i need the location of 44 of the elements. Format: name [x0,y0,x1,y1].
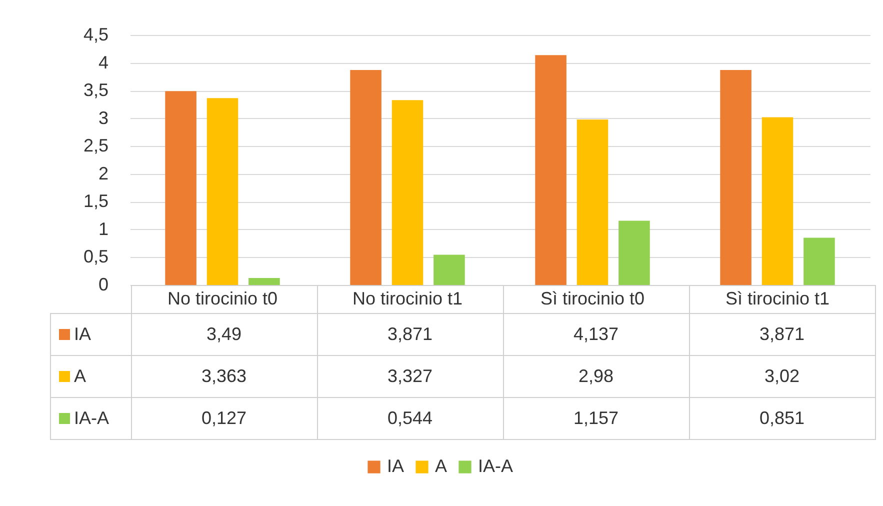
text: 0 [98,274,108,294]
bar [804,238,835,285]
y-tick-label: 2,5 [83,136,108,156]
y-tick-label: 1,5 [83,191,108,212]
bar [434,254,465,285]
text: A [435,456,448,476]
y-tick-label: 3 [98,108,108,128]
bar [576,119,608,285]
legend-label: IA-A [478,456,514,476]
bar [392,100,424,285]
x-tick-label: No tirocinio t1 [352,288,463,308]
bar [350,70,382,285]
bar [206,98,238,285]
x-tick-label: Sì tirocinio t0 [540,288,645,308]
y-tick-label: 4,5 [83,24,108,44]
bar [720,70,752,285]
legend-label: A [50,355,131,397]
text: IA-A [74,408,110,428]
data-label: 4,137 [503,313,689,355]
bar [762,117,794,285]
data-label: 2,98 [503,355,689,397]
y-tick-label: 1 [98,218,108,239]
y-tick-label: 0,5 [83,246,108,267]
bar [165,91,196,285]
x-tick-label: No tirocinio t0 [167,288,278,308]
data-label: 0,851 [689,397,875,439]
data-label: 3,49 [131,313,317,355]
y-tick-label: 4 [98,52,108,72]
data-label: 0,127 [131,397,317,439]
y-tick-label: 2 [98,163,108,184]
y-tick-label: 3,5 [83,80,108,100]
data-label: 3,02 [689,355,875,397]
data-label: 3,871 [317,313,503,355]
text: IA [387,456,404,476]
bar [535,55,566,285]
bar [248,278,280,285]
data-label: 3,871 [689,313,875,355]
data-label: 3,327 [317,355,503,397]
data-label: 3,363 [131,355,317,397]
x-tick-label: Sì tirocinio t1 [725,288,830,308]
data-label: 0,544 [317,397,503,439]
data-label: 1,157 [503,397,689,439]
legend-label: IA [50,313,131,355]
bar [618,220,650,285]
